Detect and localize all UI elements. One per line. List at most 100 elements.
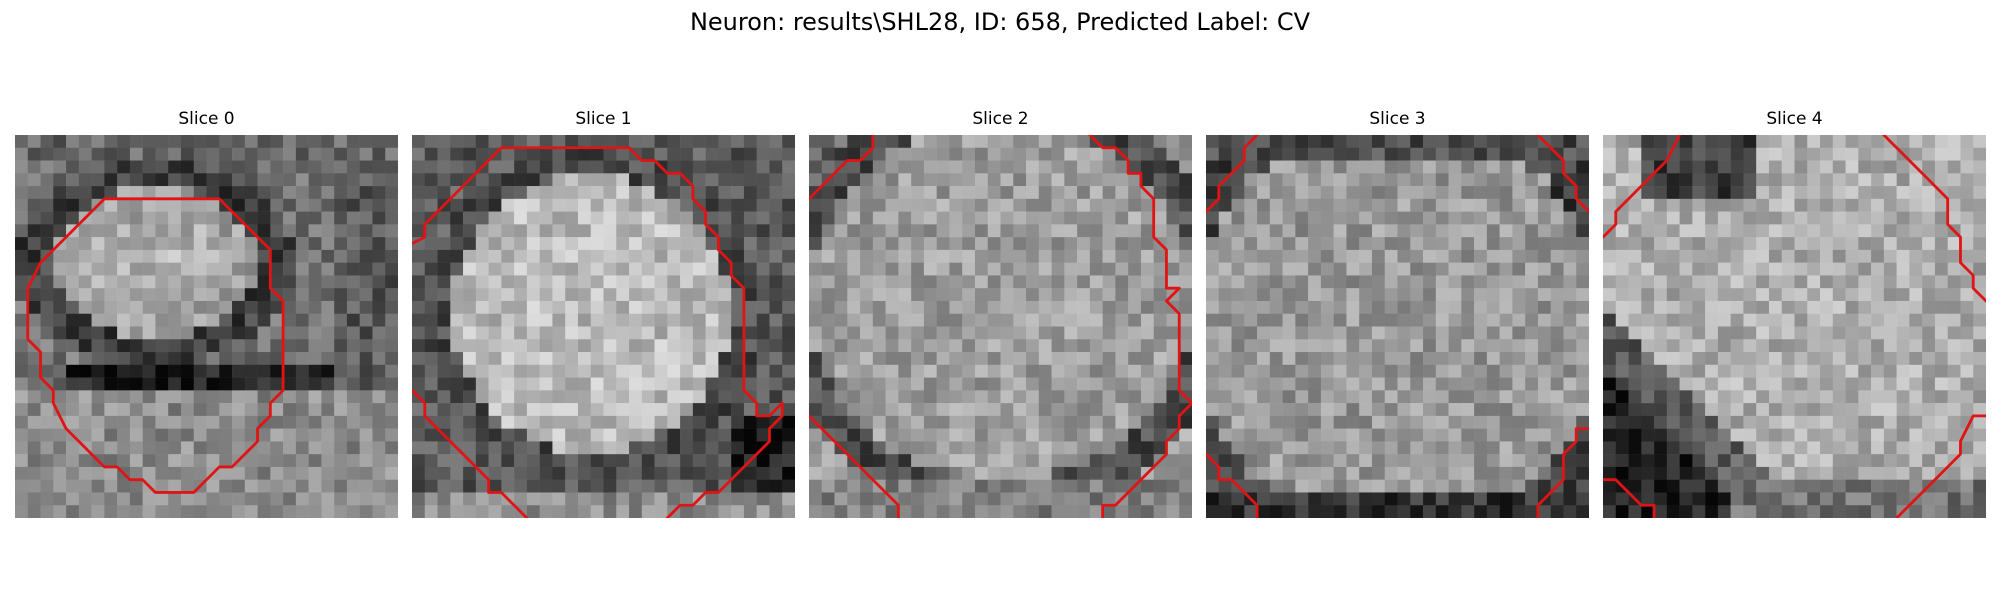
pixel [1000,313,1014,327]
pixel [1603,237,1617,251]
pixel [1576,186,1589,200]
pixel [308,262,322,276]
pixel [923,415,937,429]
pixel [962,288,976,302]
pixel [1346,211,1360,225]
pixel [1102,160,1116,174]
pixel [1820,288,1834,302]
pixel [206,313,220,327]
pixel [539,160,553,174]
pixel [552,390,566,404]
pixel [936,313,950,327]
pixel [962,326,976,340]
pixel [1832,288,1846,302]
pixel [372,415,386,429]
pixel [860,441,874,455]
pixel [1756,237,1770,251]
pixel [654,275,668,289]
pixel [1000,403,1014,417]
pixel [1973,415,1986,429]
pixel [1845,198,1859,212]
pixel [809,313,823,327]
pixel [193,390,207,404]
pixel [1140,415,1154,429]
pixel [1947,339,1961,353]
pixel [1934,492,1948,506]
pixel [1537,262,1551,276]
pixel [359,135,373,149]
pixel [809,492,823,506]
pixel [1730,505,1744,518]
pixel [501,224,515,238]
pixel [385,198,398,212]
pixel [1858,237,1872,251]
pixel [718,300,732,314]
pixel [654,479,668,493]
pixel [1768,505,1782,518]
pixel [1576,237,1589,251]
pixel [1820,441,1834,455]
pixel [1308,300,1322,314]
pixel [372,160,386,174]
pixel [1934,390,1948,404]
pixel [936,466,950,480]
pixel [385,313,398,327]
pixel [244,198,258,212]
pixel [974,377,988,391]
pixel [692,147,706,161]
pixel [1089,262,1103,276]
pixel [450,288,464,302]
pixel [321,135,335,149]
pixel [1423,415,1437,429]
pixel [206,441,220,455]
pixel [1486,160,1500,174]
pixel [257,198,271,212]
pixel [1218,454,1232,468]
pixel [1628,224,1642,238]
pixel [1308,428,1322,442]
pixel [437,505,451,518]
pixel [1051,326,1065,340]
pixel [155,237,169,251]
pixel [1077,339,1091,353]
pixel [475,364,489,378]
pixel [1026,275,1040,289]
pixel [1820,198,1834,212]
pixel [232,249,246,263]
pixel [1320,300,1334,314]
pixel [346,390,360,404]
pixel [1563,364,1577,378]
pixel [15,479,29,493]
pixel [1448,466,1462,480]
pixel [898,415,912,429]
pixel [641,288,655,302]
pixel [283,492,297,506]
pixel [1410,135,1424,149]
pixel [1692,160,1706,174]
pixel [321,198,335,212]
pixel [731,288,745,302]
pixel [1679,198,1693,212]
pixel [1333,428,1347,442]
pixel [501,428,515,442]
pixel [1244,288,1258,302]
pixel [66,505,80,518]
pixel [66,262,80,276]
panel-title-slice-0: Slice 0 [178,109,235,129]
pixel [616,390,630,404]
pixel [552,339,566,353]
pixel [257,441,271,455]
pixel [424,300,438,314]
pixel [104,288,118,302]
pixel [1026,390,1040,404]
pixel [1832,160,1846,174]
pixel [180,135,194,149]
pixel [372,441,386,455]
pixel [412,173,426,187]
pixel [1115,352,1129,366]
pixel [898,288,912,302]
pixel [1013,147,1027,161]
pixel [1883,275,1897,289]
pixel [1359,390,1373,404]
pixel [1410,211,1424,225]
